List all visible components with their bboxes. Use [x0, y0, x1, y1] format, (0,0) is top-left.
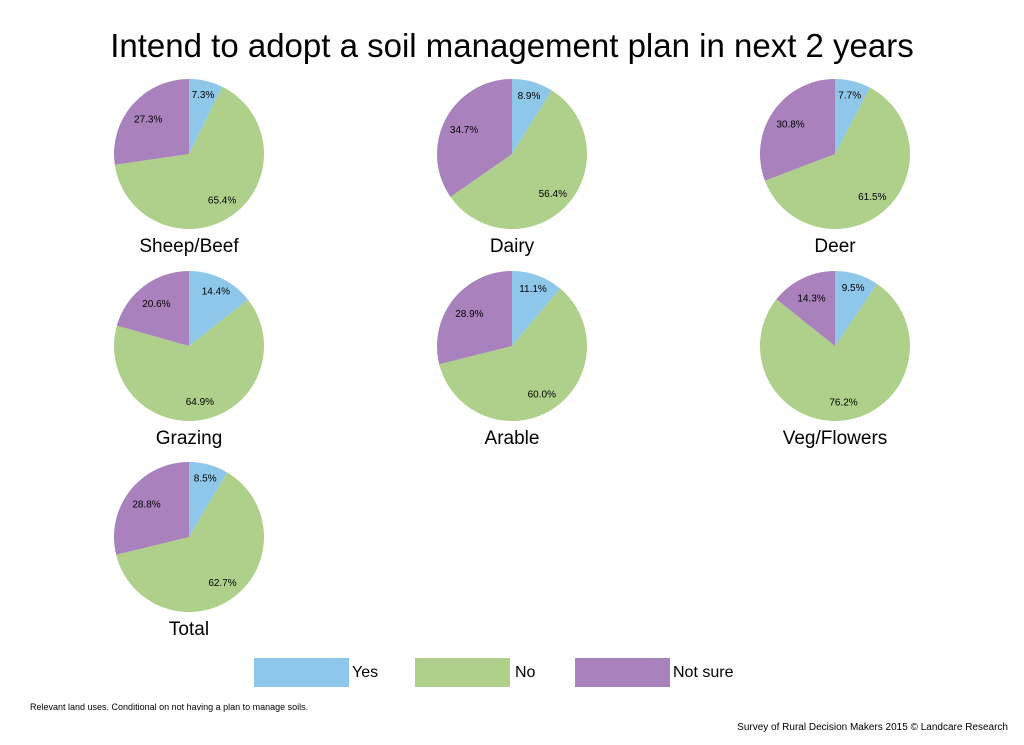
pie-slice-not-sure	[776, 271, 835, 346]
pie-dairy: 8.9% 56.4% 34.7% Dairy	[436, 78, 587, 257]
data-label-yes: 11.1%	[519, 284, 547, 295]
data-label-yes: 7.3%	[192, 90, 215, 101]
pie-caption: Arable	[485, 428, 540, 449]
pie-slice-yes	[189, 271, 249, 346]
legend-label-not-sure: Not sure	[673, 664, 734, 681]
pie-slice-no	[439, 288, 587, 421]
pie-total: 8.5% 62.7% 28.8% Total	[114, 462, 265, 640]
data-label-not-sure: 20.6%	[142, 299, 170, 310]
data-label-yes: 8.5%	[194, 474, 217, 485]
chart-title: Intend to adopt a soil management plan i…	[110, 27, 914, 64]
pie-slice-no	[116, 472, 265, 612]
pie-arable: 11.1% 60.0% 28.9% Arable	[437, 271, 587, 449]
pie-slice-yes	[835, 79, 870, 154]
pie-slice-no	[113, 299, 264, 421]
pie-slice-not-sure	[436, 79, 512, 197]
pie-slice-not-sure	[437, 271, 512, 365]
pie-slice-no	[764, 87, 911, 230]
data-label-not-sure: 28.8%	[132, 500, 160, 511]
data-label-not-sure: 34.7%	[450, 125, 478, 136]
data-label-no: 64.9%	[186, 397, 214, 408]
pie-slice-yes	[512, 271, 561, 346]
data-label-not-sure: 14.3%	[797, 293, 825, 304]
pie-grazing: 14.4% 64.9% 20.6% Grazing	[113, 271, 264, 449]
pie-slice-not-sure	[113, 79, 189, 165]
pie-caption: Dairy	[490, 236, 535, 257]
pie-slice-yes	[189, 462, 228, 537]
pie-caption: Sheep/Beef	[139, 236, 239, 257]
data-label-yes: 9.5%	[842, 283, 865, 294]
pie-slice-not-sure	[116, 271, 189, 346]
legend-label-no: No	[515, 664, 536, 681]
legend: Yes No Not sure	[0, 658, 1024, 688]
pie-slice-not-sure	[760, 79, 835, 181]
data-label-not-sure: 27.3%	[134, 115, 162, 126]
legend-swatch-yes	[254, 658, 349, 687]
data-label-yes: 8.9%	[518, 91, 541, 102]
pie-deer: 7.7% 61.5% 30.8% Deer	[760, 79, 911, 257]
pie-slice-yes	[835, 271, 878, 346]
legend-label-yes: Yes	[352, 664, 379, 681]
footnote: Relevant land uses. Conditional on not h…	[30, 702, 309, 712]
pie-slice-yes	[512, 78, 552, 154]
legend-swatch-no	[415, 658, 510, 687]
pie-caption: Total	[169, 619, 209, 640]
data-label-no: 56.4%	[539, 189, 567, 200]
pie-slice-no	[759, 283, 910, 421]
pie-caption: Veg/Flowers	[783, 428, 888, 449]
data-label-yes: 14.4%	[202, 287, 230, 298]
source-credit: Survey of Rural Decision Makers 2015 © L…	[737, 722, 1008, 733]
data-label-no: 61.5%	[858, 192, 886, 203]
data-label-no: 76.2%	[829, 398, 857, 409]
data-label-not-sure: 28.9%	[455, 309, 483, 320]
pie-slice-no	[450, 90, 587, 229]
pie-slice-no	[114, 86, 264, 229]
pie-caption: Deer	[814, 236, 856, 257]
data-label-no: 65.4%	[208, 196, 236, 207]
pie-caption: Grazing	[156, 428, 223, 449]
data-label-no: 62.7%	[208, 578, 236, 589]
pie-sheep-beef: 7.3% 65.4% 27.3% Sheep/Beef	[113, 79, 264, 257]
pie-slice-not-sure	[114, 462, 189, 555]
data-label-no: 60.0%	[528, 390, 556, 401]
pie-slice-yes	[189, 79, 223, 154]
data-label-not-sure: 30.8%	[776, 119, 804, 130]
pie-veg-flowers: 9.5% 76.2% 14.3% Veg/Flowers	[759, 271, 910, 449]
legend-swatch-not-sure	[575, 658, 670, 687]
data-label-yes: 7.7%	[838, 90, 861, 101]
